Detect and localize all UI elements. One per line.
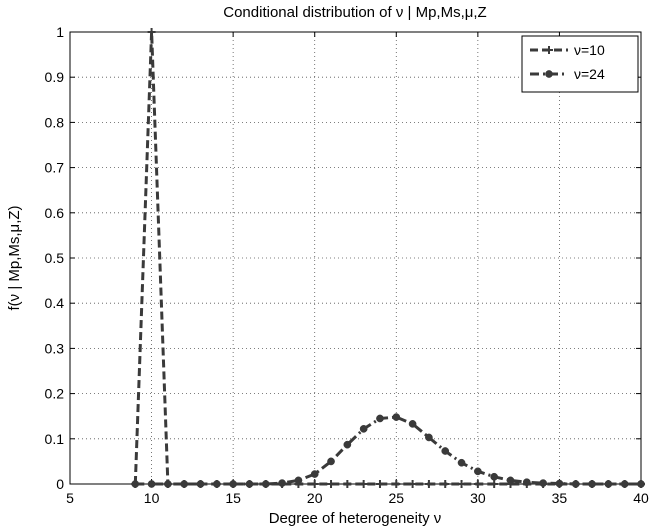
data-point-circle	[441, 447, 450, 455]
y-tick-label: 1	[56, 24, 64, 40]
series-line	[133, 30, 641, 486]
data-point-plus	[539, 480, 548, 488]
data-point-circle	[425, 433, 433, 442]
data-point-plus	[441, 480, 450, 488]
data-point-plus	[555, 480, 564, 488]
data-point-plus	[571, 480, 580, 488]
plot-area-border	[69, 31, 642, 485]
data-point-plus	[637, 480, 645, 488]
y-tick-label: 0.4	[45, 295, 65, 311]
chart-title: Conditional distribution of ν | Mp,Ms,μ,…	[223, 4, 486, 21]
x-axis-label: Degree of heterogeneity ν	[269, 510, 442, 527]
x-tick-label: 35	[552, 490, 568, 506]
data-point-plus	[392, 480, 401, 488]
data-point-plus	[212, 480, 221, 488]
data-point-plus	[229, 480, 238, 488]
data-point-plus	[196, 480, 205, 488]
data-point-circle	[376, 414, 384, 423]
data-point-plus	[245, 480, 254, 488]
data-point-circle	[343, 440, 352, 449]
x-tick-label: 10	[144, 490, 160, 506]
data-point-plus	[147, 28, 156, 36]
data-point-plus	[359, 480, 368, 488]
data-series	[131, 28, 645, 488]
data-point-circle	[327, 457, 335, 466]
data-point-plus	[408, 480, 417, 488]
y-tick-label: 0.6	[45, 205, 65, 221]
data-point-plus	[490, 480, 499, 488]
data-point-plus	[457, 480, 466, 488]
grid	[70, 32, 641, 484]
data-point-plus	[424, 480, 433, 488]
legend: ν=10 ν=24	[521, 35, 639, 93]
y-axis-label: f(ν | Mp,Ms,μ,Z)	[6, 205, 23, 310]
y-tick-label: 0.8	[45, 114, 65, 130]
series-plus	[131, 28, 645, 488]
x-tick-label: 20	[307, 490, 323, 506]
data-point-plus	[506, 480, 515, 488]
data-point-plus	[375, 480, 384, 488]
legend-label: ν=24	[574, 66, 605, 82]
y-tick-label: 0.1	[45, 431, 65, 447]
y-tick-label: 0.3	[45, 340, 65, 356]
y-tick-label: 0.9	[45, 69, 65, 85]
data-point-plus	[261, 480, 270, 488]
data-point-plus	[294, 480, 303, 488]
x-tick-label: 40	[633, 490, 649, 506]
data-point-plus	[343, 480, 352, 488]
data-point-circle	[310, 470, 319, 478]
data-point-circle	[147, 480, 156, 488]
data-point-circle	[490, 472, 499, 481]
data-point-circle	[392, 413, 401, 421]
y-tick-label: 0	[56, 476, 64, 492]
data-point-circle	[359, 425, 368, 433]
data-point-plus	[473, 480, 482, 488]
data-point-plus	[278, 480, 287, 488]
legend-label: ν=10	[574, 42, 605, 58]
data-point-plus	[327, 480, 336, 488]
data-point-plus	[588, 480, 597, 488]
series-line	[135, 415, 641, 486]
x-tick-label: 15	[225, 490, 241, 506]
y-tick-label: 0.7	[45, 160, 65, 176]
data-point-plus	[545, 46, 553, 54]
series-circle	[131, 413, 645, 488]
data-point-plus	[620, 480, 629, 488]
x-tick-label: 30	[470, 490, 486, 506]
data-point-circle	[457, 458, 466, 467]
data-point-plus	[163, 480, 172, 488]
x-tick-label: 25	[388, 490, 404, 506]
data-point-circle	[408, 420, 417, 428]
y-tick-label: 0.5	[45, 250, 65, 266]
legend-box	[521, 35, 639, 93]
data-point-plus	[604, 480, 613, 488]
axis-ticks: 5 10 15 20 25 30 35 40 0 0.1 0.2 0.3 0.4 0.5 0.6 0.7 0.8…	[45, 24, 649, 506]
y-tick-label: 0.2	[45, 386, 65, 402]
data-point-circle	[474, 467, 482, 476]
data-point-plus	[310, 480, 319, 488]
data-point-plus	[131, 480, 140, 488]
data-point-plus	[522, 480, 531, 488]
data-point-plus	[180, 480, 189, 488]
x-tick-label: 5	[66, 490, 74, 506]
data-point-circle	[545, 70, 553, 78]
